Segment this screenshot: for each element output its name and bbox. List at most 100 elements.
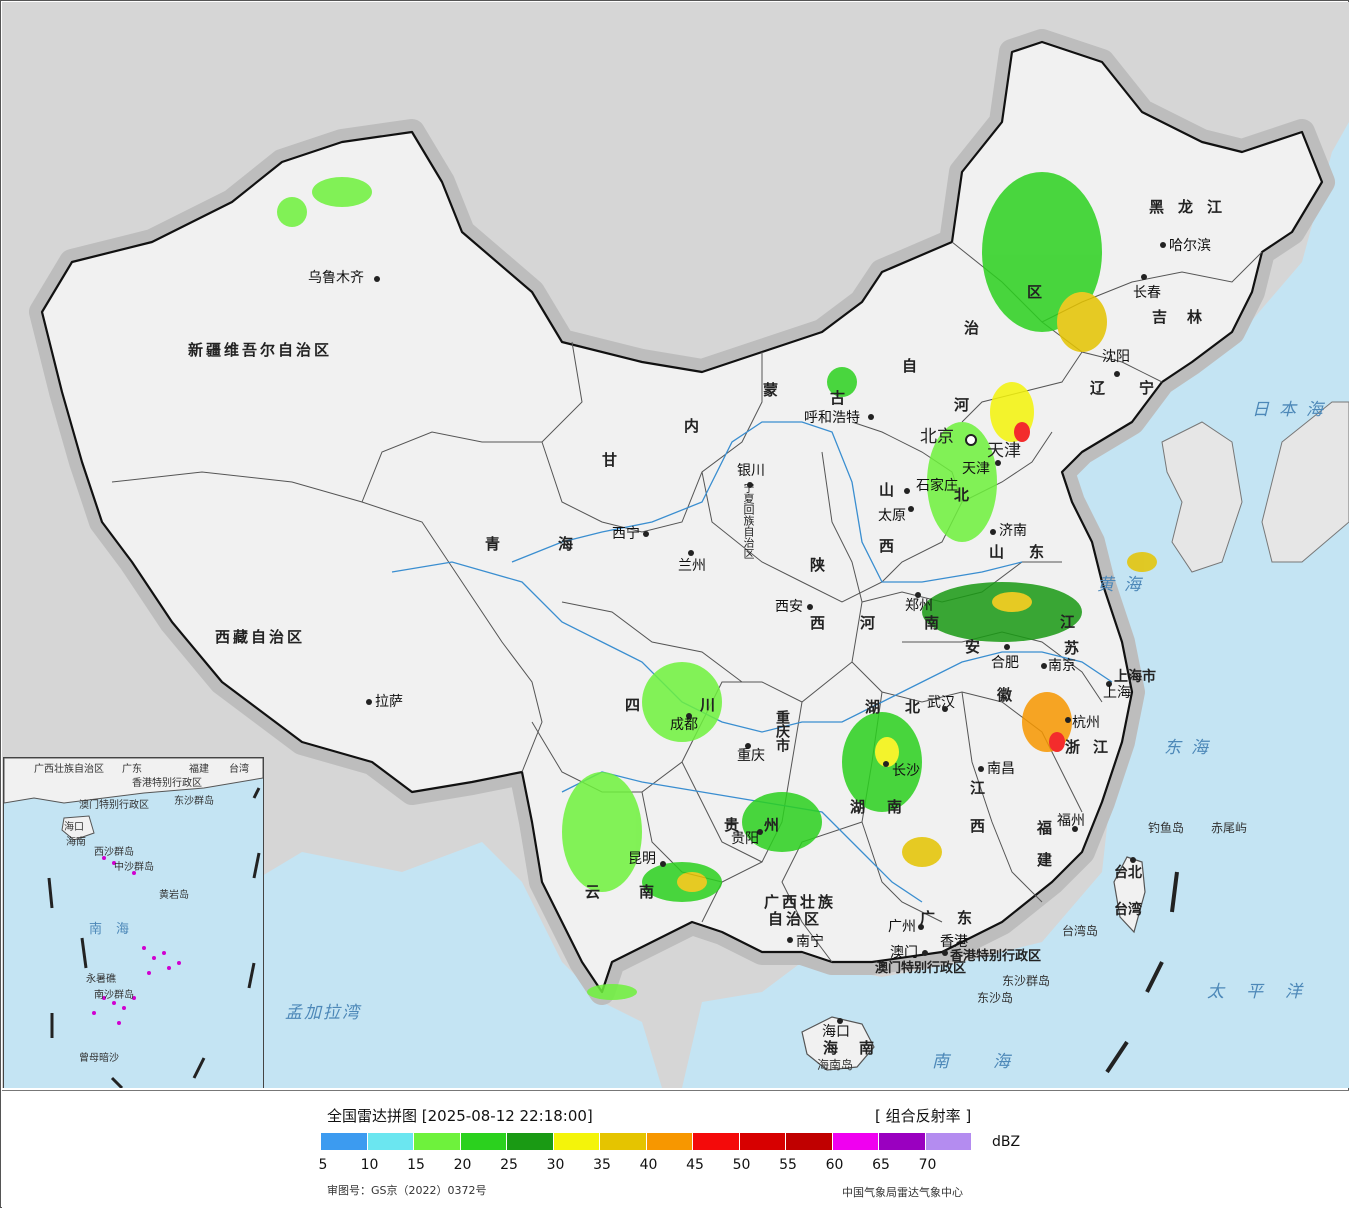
colorbar-box-13 [925, 1133, 972, 1150]
city-dot-changsha [883, 761, 889, 767]
province-macau: 澳门特别行政区 [875, 961, 967, 976]
island-diaoyu: 钓鱼岛 [1148, 821, 1185, 835]
province-shandong-1: 山 [989, 543, 1008, 561]
colorbar-tick-12: 65 [872, 1157, 890, 1173]
colorbar-tick-11: 60 [825, 1157, 844, 1173]
city-jinan: 济南 [999, 523, 1027, 539]
city-shijiazhuang: 石家庄 [916, 478, 958, 494]
inset-label-2: 福建 [189, 764, 209, 775]
province-fujian-2: 建 [1037, 851, 1056, 869]
city-dot-taipei [1130, 857, 1136, 863]
province-jiangsu-1: 江 [1060, 613, 1079, 631]
colorbar-box-7 [646, 1133, 693, 1150]
province-neimenggu-3: 古 [830, 389, 849, 407]
province-shanghai: 上海市 [1114, 669, 1156, 685]
city-dot-changchun [1141, 274, 1147, 280]
colorbar-tick-5: 30 [546, 1157, 565, 1173]
province-taiwan-2: 台湾 [1114, 902, 1142, 918]
city-xian: 西安 [775, 599, 803, 615]
province-hebei-2: 北 [954, 486, 973, 504]
island-dongsha-islands: 东沙群岛 [1002, 974, 1051, 988]
colorbar-box-11 [832, 1133, 879, 1150]
city-shanghai: 上海 [1103, 685, 1131, 701]
city-dot-nanning [787, 937, 793, 943]
legend-panel: 全国雷达拼图 [2025-08-12 22:18:00] [ 组合反射率 ] d… [2, 1090, 1349, 1209]
city-changchun: 长春 [1133, 285, 1161, 301]
credit-text: 中国气象局雷达气象中心 [842, 1186, 963, 1199]
sea-pacific: 太平洋 [1207, 982, 1324, 1002]
inset-label-6: 东沙群岛 [174, 796, 214, 807]
province-guangdong-1: 广 [920, 909, 939, 927]
city-dot-nanjing [1041, 663, 1047, 669]
inset-label-14: 南沙群岛 [94, 990, 134, 1001]
city-dot-aomen [922, 950, 928, 956]
colorbar-box-2 [414, 1133, 461, 1150]
province-shandong-2: 东 [1029, 543, 1048, 561]
province-taiwan-1: 台北 [1114, 865, 1142, 881]
province-hainan-1: 海 [823, 1039, 842, 1057]
colorbar-tick-10: 55 [779, 1157, 797, 1173]
sea-yellow: 黄海 [1097, 575, 1151, 595]
city-chengdu: 成都 [670, 717, 698, 733]
city-aomen: 澳门 [890, 945, 918, 961]
city-hongkong: 香港 [940, 934, 968, 950]
colorbar-box-0 [321, 1133, 368, 1150]
province-neimenggu-6: 区 [1027, 283, 1046, 301]
bay-bengal [252, 842, 662, 1088]
province-qinghai-1: 青 [485, 535, 504, 553]
colorbar-tick-6: 35 [593, 1157, 611, 1173]
province-borders [111, 241, 1263, 963]
south-china-sea-inset: 广西壮族自治区 广东 福建 台湾 香港特别行政区 澳门特别行政区 东沙群岛 海口… [3, 757, 264, 1088]
province-liaoning-1: 辽 [1090, 379, 1109, 397]
city-chongqing: 重庆 [737, 748, 765, 764]
city-taiyuan: 太原 [878, 508, 906, 524]
colorbar-box-5 [553, 1133, 600, 1150]
colorbar-tick-3: 20 [453, 1157, 472, 1173]
inset-label-5: 澳门特别行政区 [79, 800, 149, 811]
city-shenyang: 沈阳 [1102, 349, 1130, 365]
province-xizang: 西藏自治区 [215, 628, 306, 646]
province-neimenggu-5: 治 [964, 319, 983, 337]
province-gansu: 甘 [602, 451, 621, 469]
sea-south: 南海 [932, 1052, 1054, 1072]
radar-echoes [277, 172, 1157, 1000]
capital-symbol [965, 434, 977, 446]
province-hunan-1: 湖 [850, 798, 869, 816]
province-xinjiang: 新疆维吾尔自治区 [188, 341, 333, 359]
inset-label-15: 曾母暗沙 [79, 1053, 119, 1064]
colorbar-tick-8: 45 [686, 1157, 704, 1173]
city-dot-guiyang [757, 829, 763, 835]
city-dot-chengdu [686, 713, 692, 719]
sea-area [682, 2, 1349, 1088]
province-hubei-1: 湖 [865, 698, 884, 716]
city-dot-shanghai [1106, 681, 1112, 687]
city-hefei: 合肥 [991, 655, 1019, 671]
city-dot-guangzhou [918, 924, 924, 930]
island-hainan: 海南岛 [817, 1058, 854, 1072]
city-dot-urumqi [374, 276, 380, 282]
island-taiwan: 台湾岛 [1062, 924, 1099, 938]
province-zhejiang-1: 浙 [1065, 738, 1084, 756]
city-dot-haikou [837, 1018, 843, 1024]
colorbar [321, 1133, 972, 1150]
province-hunan-2: 南 [887, 798, 906, 816]
city-changsha: 长沙 [892, 763, 920, 779]
city-tianjin: 天津 [962, 461, 990, 477]
approval-number: 审图号：GS京（2022）0372号 [327, 1184, 487, 1197]
colorbar-box-8 [693, 1133, 740, 1150]
inset-label-12: 南海 [89, 922, 144, 937]
province-henan-1: 河 [860, 614, 879, 632]
province-neimenggu-4: 自 [902, 357, 921, 375]
colorbar-tick-0: 5 [318, 1157, 328, 1173]
inset-label-8: 海南 [66, 837, 86, 848]
province-anhui-1: 安 [965, 638, 984, 656]
province-fujian-1: 福 [1037, 819, 1056, 837]
city-dot-zhengzhou [915, 592, 921, 598]
city-dot-kunming [660, 861, 666, 867]
colorbar-box-1 [367, 1133, 414, 1150]
province-guangxi-1: 广西壮族 [764, 893, 837, 911]
city-dot-huhehaote [868, 414, 874, 420]
city-lhasa: 拉萨 [375, 694, 403, 710]
city-dot-jinan [990, 529, 996, 535]
